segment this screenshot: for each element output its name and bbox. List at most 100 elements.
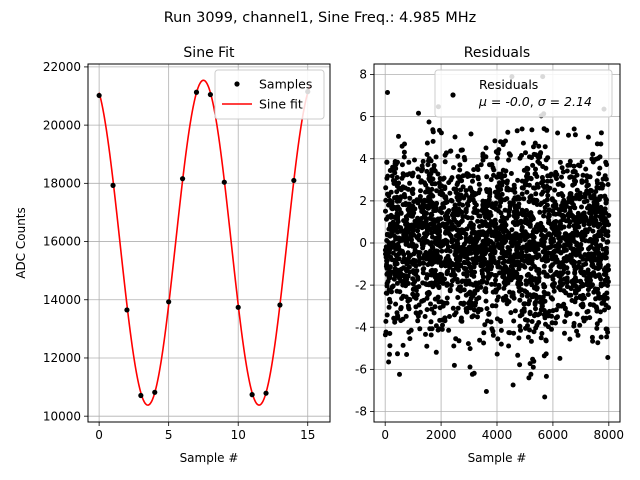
residual-point bbox=[404, 352, 410, 357]
residual-point bbox=[465, 341, 471, 347]
residual-point bbox=[562, 330, 567, 336]
residual-point bbox=[435, 327, 441, 333]
residual-point bbox=[597, 154, 603, 160]
residual-point bbox=[428, 332, 434, 338]
residual-point bbox=[564, 280, 570, 285]
residual-point bbox=[516, 335, 522, 341]
residual-point bbox=[383, 318, 389, 324]
legend-residuals-marker bbox=[450, 92, 456, 98]
residuals-ytick-label: 4 bbox=[359, 152, 367, 166]
residual-point bbox=[538, 335, 544, 341]
residual-point bbox=[533, 171, 538, 177]
residual-point bbox=[483, 235, 489, 241]
residual-point bbox=[455, 295, 461, 300]
residual-point bbox=[591, 199, 597, 205]
residual-point bbox=[409, 189, 415, 195]
residual-point bbox=[515, 241, 521, 247]
residual-point bbox=[424, 307, 430, 313]
residual-point bbox=[431, 166, 437, 172]
residual-point bbox=[416, 224, 422, 230]
residual-point bbox=[536, 271, 542, 277]
residual-point bbox=[586, 203, 592, 209]
residual-point bbox=[557, 159, 563, 165]
sine-fit-frame bbox=[87, 63, 331, 423]
sine-fit-legend-box bbox=[214, 69, 325, 120]
residual-point bbox=[540, 164, 546, 169]
residual-point bbox=[516, 266, 522, 272]
residual-point bbox=[593, 156, 599, 162]
residual-point bbox=[529, 127, 535, 133]
residual-point bbox=[471, 370, 477, 376]
residual-point bbox=[426, 119, 432, 125]
residual-point bbox=[563, 200, 569, 206]
residual-point bbox=[584, 281, 590, 286]
residual-point bbox=[507, 330, 513, 336]
sample-point bbox=[96, 92, 102, 99]
residual-point bbox=[529, 319, 535, 324]
residual-point bbox=[490, 332, 496, 338]
residual-point bbox=[420, 280, 426, 286]
residual-point bbox=[502, 173, 508, 179]
residual-point bbox=[474, 250, 480, 256]
residual-point bbox=[574, 328, 580, 334]
residual-point bbox=[463, 188, 469, 194]
legend-samples-label: Samples bbox=[259, 77, 312, 92]
residual-point bbox=[407, 180, 413, 186]
residual-point bbox=[426, 156, 432, 162]
residual-point bbox=[533, 166, 538, 172]
sine-fit-ytick-label: 18000 bbox=[43, 177, 81, 191]
residual-point bbox=[447, 288, 453, 294]
residual-point bbox=[504, 185, 510, 191]
residual-point bbox=[486, 311, 492, 317]
residual-point bbox=[525, 246, 531, 252]
residual-point bbox=[405, 186, 411, 192]
residual-point bbox=[410, 276, 416, 282]
residual-point bbox=[471, 264, 477, 270]
residual-point bbox=[494, 351, 500, 357]
residual-point bbox=[501, 285, 507, 291]
residual-point bbox=[387, 168, 393, 173]
residual-point bbox=[386, 359, 392, 365]
residual-point bbox=[467, 364, 473, 370]
residual-point bbox=[509, 227, 515, 233]
residual-point bbox=[501, 215, 507, 221]
residual-point bbox=[514, 128, 520, 134]
residual-point bbox=[571, 126, 577, 132]
residual-point bbox=[593, 213, 599, 219]
residuals-xtick-label: 6000 bbox=[538, 428, 569, 442]
residual-point bbox=[446, 327, 452, 333]
residual-point bbox=[475, 218, 481, 224]
residual-point bbox=[461, 227, 467, 233]
residual-point bbox=[445, 268, 451, 274]
residual-point bbox=[553, 211, 559, 217]
residual-point bbox=[526, 271, 531, 277]
residual-point bbox=[382, 247, 388, 253]
residual-point bbox=[387, 331, 393, 336]
residual-point bbox=[564, 168, 570, 174]
residual-point bbox=[539, 331, 545, 336]
residual-point bbox=[427, 215, 433, 221]
residual-point bbox=[535, 159, 541, 165]
residual-point bbox=[483, 240, 488, 246]
residual-point bbox=[542, 227, 548, 233]
residual-point bbox=[551, 288, 557, 294]
residual-point bbox=[589, 156, 595, 162]
residual-point bbox=[498, 218, 504, 224]
residual-point bbox=[424, 275, 430, 281]
residual-point bbox=[602, 277, 608, 283]
residual-point bbox=[570, 230, 576, 236]
residual-point bbox=[511, 213, 517, 219]
residual-point bbox=[429, 267, 435, 273]
residual-point bbox=[597, 194, 603, 200]
residuals-ytick-label: -6 bbox=[355, 363, 367, 377]
sample-point bbox=[291, 177, 297, 184]
residual-point bbox=[603, 210, 609, 216]
residual-point bbox=[490, 289, 496, 295]
residual-point bbox=[558, 263, 563, 269]
residual-point bbox=[517, 297, 523, 303]
residual-point bbox=[430, 138, 436, 144]
residual-point bbox=[587, 174, 593, 180]
residual-point bbox=[433, 154, 439, 160]
residual-point bbox=[415, 250, 421, 255]
residual-point bbox=[574, 311, 580, 317]
